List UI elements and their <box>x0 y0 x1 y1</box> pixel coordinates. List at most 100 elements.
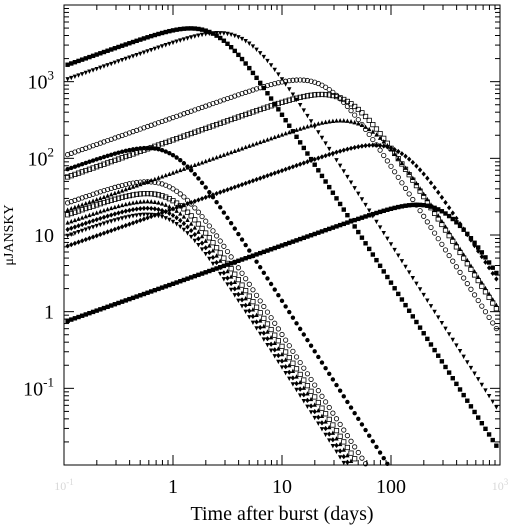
data-point-s10-12 <box>105 206 110 212</box>
data-point-s4-73 <box>327 119 332 124</box>
data-point-s6-24 <box>149 289 154 294</box>
data-point-s8-53 <box>253 292 260 298</box>
data-point-s5-12 <box>105 229 110 235</box>
data-point-s5-38 <box>199 196 205 202</box>
data-point-s7-87 <box>377 450 383 455</box>
data-point-s4-65 <box>297 126 303 131</box>
data-point-s12-33 <box>181 227 187 233</box>
data-point-s4-106 <box>446 229 452 235</box>
data-point-s8-22 <box>141 179 147 185</box>
data-point-s10-3 <box>72 217 78 223</box>
data-point-s1-53 <box>254 47 259 52</box>
data-point-s1-48 <box>236 35 241 40</box>
data-point-s4-51 <box>247 143 252 148</box>
data-point-s4-76 <box>337 118 343 123</box>
data-point-s2-78 <box>344 103 350 110</box>
data-point-s6-111 <box>465 231 470 237</box>
data-point-s11-24 <box>149 205 154 212</box>
data-point-s5-89 <box>385 144 390 150</box>
data-point-s0-94 <box>403 302 408 308</box>
data-point-s4-12 <box>105 193 110 198</box>
data-point-s2-107 <box>450 258 456 264</box>
data-point-s1-31 <box>174 39 179 44</box>
data-point-s4-3 <box>72 204 78 210</box>
data-point-s1-39 <box>203 32 208 37</box>
data-point-s9-54 <box>257 310 263 316</box>
data-point-s8-31 <box>174 188 180 194</box>
data-point-s9-59 <box>275 338 281 344</box>
data-point-s7-88 <box>381 455 386 461</box>
data-point-s4-36 <box>192 162 197 168</box>
data-point-s10-60 <box>279 351 285 357</box>
data-point-s1-118 <box>490 399 495 405</box>
data-point-s8-15 <box>115 183 122 189</box>
data-point-s8-49 <box>239 270 245 276</box>
data-point-s12-49 <box>239 304 245 309</box>
data-point-s5-98 <box>417 167 423 173</box>
data-point-s12-36 <box>192 238 197 244</box>
data-point-s6-109 <box>457 223 463 229</box>
data-point-s5-64 <box>294 162 299 169</box>
data-point-s5-49 <box>239 182 245 188</box>
data-point-s2-67 <box>304 77 311 84</box>
data-point-s11-12 <box>105 213 110 219</box>
data-point-s4-2 <box>69 206 74 211</box>
data-point-s11-11 <box>101 214 107 220</box>
data-point-s0-39 <box>203 28 208 33</box>
data-point-s0-34 <box>185 26 190 31</box>
data-point-s9-73 <box>326 416 332 422</box>
data-point-s1-94 <box>403 264 408 270</box>
data-point-s6-39 <box>203 270 208 275</box>
data-point-s5-119 <box>494 276 499 282</box>
data-point-s7-51 <box>247 248 252 253</box>
data-point-s4-47 <box>232 148 237 154</box>
data-point-s1-58 <box>272 67 277 73</box>
data-point-s10-64 <box>294 374 299 379</box>
data-point-s6-2 <box>69 317 74 322</box>
data-point-s9-44 <box>221 255 227 261</box>
data-point-s10-77 <box>341 447 346 452</box>
data-point-s5-99 <box>421 171 426 177</box>
data-point-s4-113 <box>472 268 477 274</box>
data-point-s3-8 <box>90 165 96 171</box>
data-point-s9-34 <box>184 209 191 215</box>
data-point-s8-54 <box>257 298 263 304</box>
data-point-s9-5 <box>79 207 85 213</box>
data-point-s0-56 <box>265 91 270 96</box>
data-point-s1-36 <box>192 34 197 39</box>
data-point-s5-6 <box>83 236 88 243</box>
data-point-s4-53 <box>254 140 259 146</box>
data-point-s6-17 <box>123 298 128 303</box>
data-point-s3-75 <box>333 93 340 100</box>
data-point-s10-79 <box>348 458 354 463</box>
data-point-s5-45 <box>225 187 230 193</box>
data-point-s8-68 <box>308 376 314 383</box>
data-point-s4-63 <box>290 128 296 134</box>
data-point-s1-115 <box>479 382 485 388</box>
data-point-s1-56 <box>265 58 270 64</box>
data-point-s8-59 <box>275 326 281 332</box>
data-point-s3-114 <box>475 277 481 284</box>
data-point-s6-73 <box>327 226 332 232</box>
data-point-s5-32 <box>178 203 183 209</box>
data-point-s4-118 <box>490 297 495 302</box>
data-point-s1-108 <box>454 343 459 348</box>
data-point-s2-87 <box>377 147 383 153</box>
data-point-s4-77 <box>341 118 346 123</box>
data-point-s5-47 <box>232 184 237 190</box>
data-point-s7-29 <box>167 150 172 156</box>
data-point-s7-70 <box>316 354 321 360</box>
data-point-s2-90 <box>388 163 394 169</box>
data-point-s0-99 <box>421 331 426 336</box>
data-point-s8-2 <box>68 199 74 205</box>
data-point-s9-70 <box>315 399 321 406</box>
data-point-s3-29 <box>166 138 172 144</box>
data-point-s0-22 <box>141 36 147 41</box>
data-point-s4-16 <box>119 188 125 193</box>
data-point-s8-83 <box>362 461 369 467</box>
data-point-s2-84 <box>366 131 372 138</box>
x-tick-label: 100 <box>376 476 406 498</box>
data-point-s0-44 <box>221 38 227 43</box>
data-point-s6-19 <box>130 295 136 301</box>
data-point-s11-63 <box>290 375 296 381</box>
